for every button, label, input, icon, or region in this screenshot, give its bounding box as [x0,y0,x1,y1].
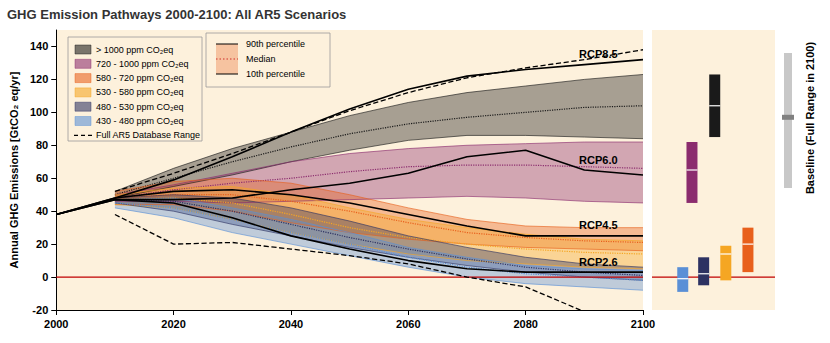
svg-text:80: 80 [36,139,48,151]
svg-text:480 - 530 ppm CO₂eq: 480 - 530 ppm CO₂eq [96,102,184,112]
svg-text:0: 0 [42,271,48,283]
svg-text:2040: 2040 [279,318,303,330]
svg-text:530 - 580 ppm CO₂eq: 530 - 580 ppm CO₂eq [96,87,184,97]
svg-text:720 - 1000 ppm CO₂eq: 720 - 1000 ppm CO₂eq [96,59,189,69]
svg-text:2000: 2000 [44,318,68,330]
svg-text:60: 60 [36,172,48,184]
svg-text:10th percentile: 10th percentile [246,69,305,79]
svg-text:Median: Median [246,54,276,64]
svg-text:RCP4.5: RCP4.5 [579,219,618,231]
svg-text:20: 20 [36,238,48,250]
svg-text:RCP6.0: RCP6.0 [579,154,618,166]
svg-text:GHG Emission Pathways 2000-210: GHG Emission Pathways 2000-2100: All AR5… [7,7,346,22]
svg-text:430 - 480 ppm CO₂eq: 430 - 480 ppm CO₂eq [96,116,184,126]
svg-text:2060: 2060 [396,318,420,330]
svg-text:RCP2.6: RCP2.6 [579,256,618,268]
svg-text:90th percentile: 90th percentile [246,39,305,49]
svg-text:> 1000 ppm CO₂eq: > 1000 ppm CO₂eq [96,45,173,55]
svg-text:40: 40 [36,205,48,217]
svg-text:120: 120 [30,73,48,85]
svg-text:100: 100 [30,106,48,118]
svg-text:2020: 2020 [161,318,185,330]
svg-text:-20: -20 [32,304,48,316]
svg-text:Full AR5 Database Range: Full AR5 Database Range [96,130,200,140]
svg-text:140: 140 [30,40,48,52]
svg-text:RCP8.5: RCP8.5 [579,48,618,60]
svg-text:Annual GHG Emissions [GtCO₂ eq: Annual GHG Emissions [GtCO₂ eq/yr] [8,71,20,268]
svg-text:580 - 720 ppm CO₂eq: 580 - 720 ppm CO₂eq [96,73,184,83]
svg-text:2080: 2080 [513,318,537,330]
svg-text:Baseline (Full Range in 2100): Baseline (Full Range in 2100) [804,42,816,195]
svg-text:2100: 2100 [631,318,655,330]
